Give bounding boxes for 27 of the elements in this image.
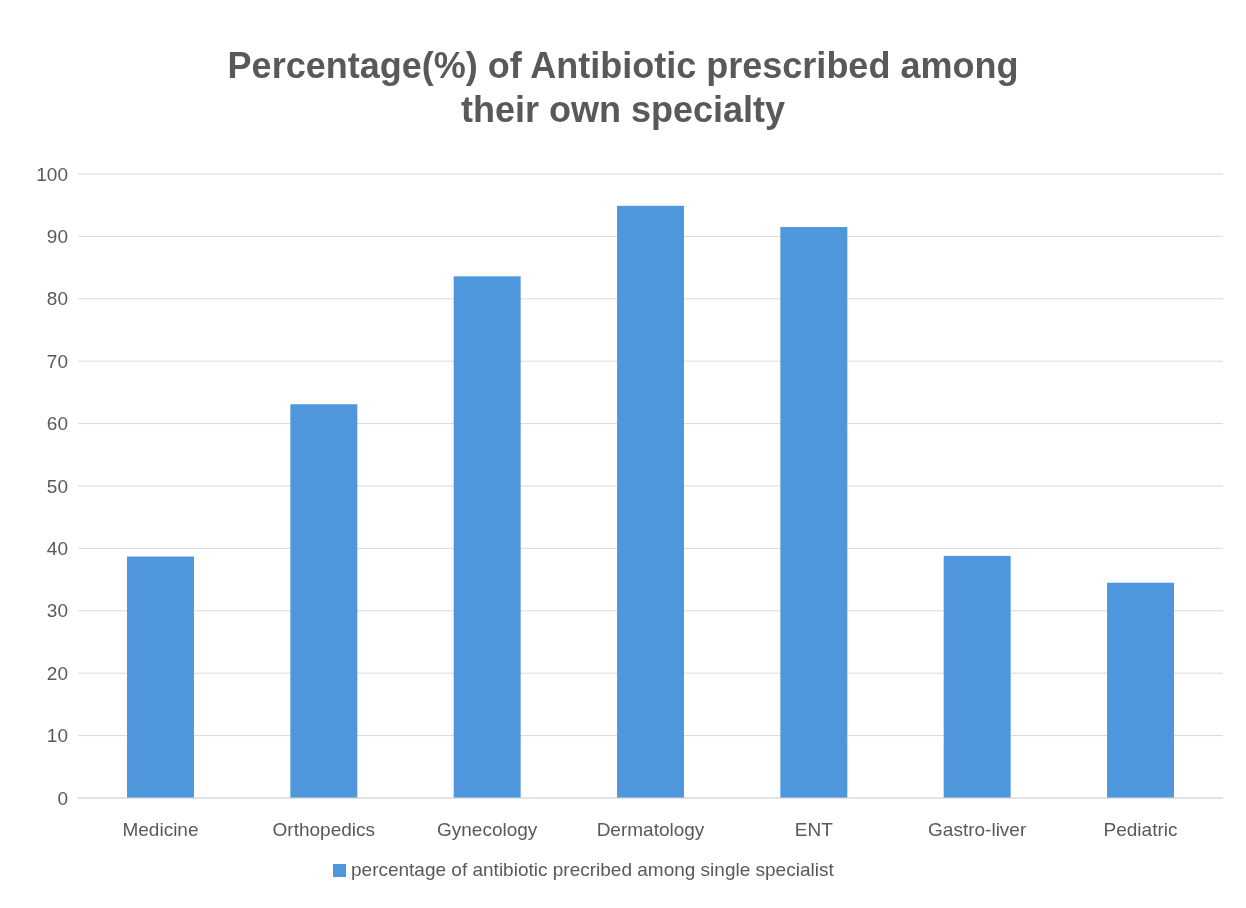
y-tick-label: 90 xyxy=(46,226,68,248)
bar xyxy=(943,555,1011,798)
y-tick-label: 70 xyxy=(46,350,68,372)
bar xyxy=(780,227,848,798)
y-tick-label: 80 xyxy=(46,288,68,310)
x-tick-label: Gynecology xyxy=(436,819,538,840)
y-tick-label: 50 xyxy=(46,475,68,497)
bar xyxy=(127,556,194,798)
y-tick-label: 0 xyxy=(57,787,68,809)
chart-title: Percentage(%) of Antibiotic prescribed among their own specialty xyxy=(227,45,1019,130)
x-tick-label: Orthopedics xyxy=(272,819,376,840)
y-tick-label: 30 xyxy=(46,600,68,622)
x-tick-label: Pediatric xyxy=(1103,819,1178,840)
x-tick-label: Medicine xyxy=(122,819,199,840)
x-tick-label: Gastro-liver xyxy=(928,819,1027,840)
x-tick-label: Dermatology xyxy=(596,819,705,840)
y-tick-label: 20 xyxy=(46,662,68,684)
x-tick-label: ENT xyxy=(794,819,834,840)
legend-label: percentage of antibiotic precribed among single specialist xyxy=(351,859,835,880)
bar xyxy=(290,404,358,798)
bar xyxy=(1107,582,1174,798)
y-tick-label: 10 xyxy=(46,725,68,747)
y-tick-label: 60 xyxy=(46,413,68,435)
bar xyxy=(453,276,521,798)
bar xyxy=(617,205,684,798)
y-tick-label: 40 xyxy=(46,538,68,560)
y-tick-label: 100 xyxy=(36,163,68,185)
